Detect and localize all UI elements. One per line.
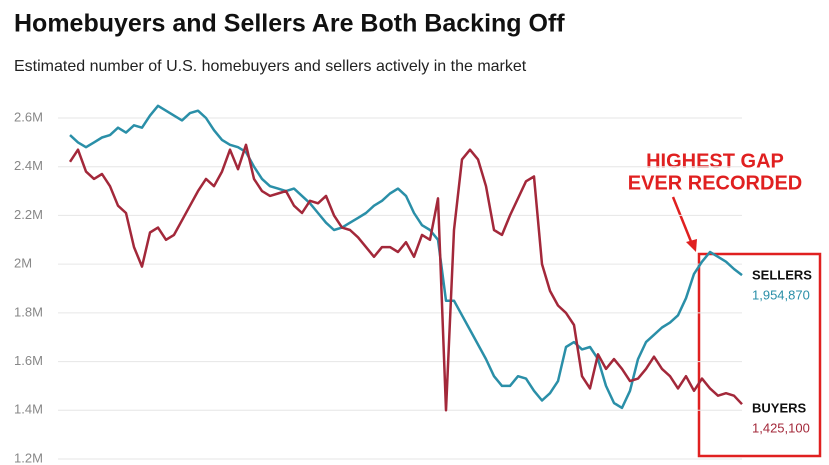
legend-label: SELLERS xyxy=(752,267,812,282)
series-line xyxy=(69,104,743,410)
y-tick-label: 1.2M xyxy=(14,450,43,465)
y-tick-label: 1.8M xyxy=(14,304,43,319)
chart-subtitle: Estimated number of U.S. homebuyers and … xyxy=(14,58,527,75)
value-label: 1,954,870 xyxy=(752,287,810,302)
chart-title: Homebuyers and Sellers Are Both Backing … xyxy=(14,10,565,38)
y-tick-label: 2.6M xyxy=(14,109,43,124)
y-tick-label: 2.2M xyxy=(14,207,43,222)
annotation-arrow xyxy=(671,196,694,245)
y-tick-label: 1.4M xyxy=(14,402,43,417)
y-tick-label: 2M xyxy=(14,256,32,271)
highlight-box xyxy=(697,252,822,458)
annotation: EVER RECORDED xyxy=(628,172,802,194)
y-tick-label: 1.6M xyxy=(14,353,43,368)
value-label: 1,425,100 xyxy=(752,420,810,435)
annotation: HIGHEST GAP xyxy=(646,150,784,172)
y-tick-label: 2.4M xyxy=(14,158,43,173)
series-line xyxy=(68,143,743,412)
legend-label: BUYERS xyxy=(752,400,807,415)
arrow-head xyxy=(686,239,697,252)
